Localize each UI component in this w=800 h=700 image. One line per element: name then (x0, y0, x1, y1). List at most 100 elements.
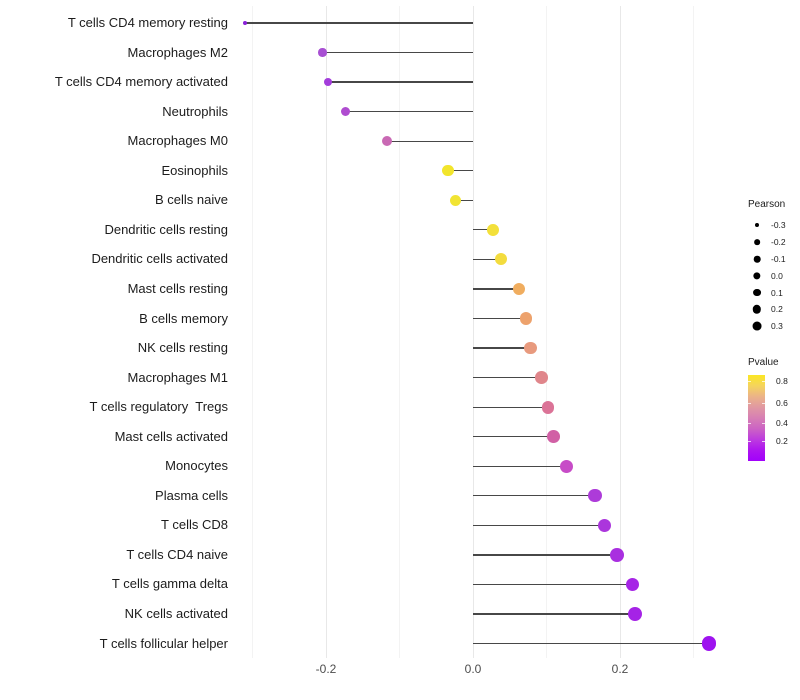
pvalue-tick-label: 0.4 (776, 418, 788, 429)
pvalue-tick-label: 0.6 (776, 398, 788, 409)
legend-size-dot (754, 239, 760, 246)
lollipop-stem (473, 554, 618, 556)
y-axis-label: Dendritic cells resting (104, 221, 228, 237)
lollipop-stem (345, 111, 473, 113)
legend-size-dot (752, 305, 762, 314)
lollipop-stem (473, 495, 595, 497)
x-axis-tick-label: -0.2 (315, 662, 337, 676)
lollipop-stem (473, 229, 493, 231)
legend-size-entry: 0.3 (742, 318, 800, 335)
data-point (625, 577, 640, 592)
pvalue-tick-label: 0.2 (776, 436, 788, 447)
y-axis-label: Macrophages M0 (127, 133, 228, 149)
pvalue-tick-mark (748, 441, 751, 443)
pvalue-tick-mark (762, 423, 765, 425)
data-point (323, 77, 333, 87)
y-axis-label: Macrophages M1 (127, 369, 228, 385)
legend-size-entry: -0.3 (742, 217, 800, 234)
legend-size-entry: 0.2 (742, 301, 800, 318)
y-axis-label: B cells memory (139, 310, 228, 326)
lollipop-stem (473, 317, 526, 320)
data-point (494, 253, 507, 266)
x-axis-tick-label: 0.2 (611, 662, 629, 676)
legend-size-entry: -0.2 (742, 234, 800, 251)
data-point (701, 636, 717, 651)
y-axis-label: Mast cells activated (114, 428, 228, 444)
legend-size-label: -0.1 (771, 253, 786, 264)
legend-size-label: 0.2 (771, 304, 783, 315)
y-axis-label: Dendritic cells activated (91, 251, 228, 267)
legend-pvalue: Pvalue 0.8 0.6 0.4 0.2 (742, 357, 800, 461)
legend-size-label: 0.3 (771, 321, 783, 332)
lollipop-stem (473, 376, 542, 379)
pvalue-tick-mark (762, 403, 765, 405)
lollipop-stem (455, 199, 473, 201)
legend-size-entry: 0.0 (742, 267, 800, 284)
data-point (513, 282, 526, 296)
data-point (486, 223, 499, 236)
pvalue-tick-mark (748, 381, 751, 383)
gridline (693, 6, 694, 658)
gridline (399, 6, 400, 658)
legend-size-dot (753, 272, 761, 280)
legend-pearson-entries: -0.3 -0.2 -0.1 0.0 0.1 0.2 0.3 (742, 217, 800, 335)
legend-pvalue-title: Pvalue (748, 357, 779, 368)
gridline (546, 6, 547, 658)
pvalue-tick-mark (762, 441, 765, 443)
legend-size-dot (753, 288, 761, 297)
y-axis-label: B cells naive (155, 192, 228, 208)
y-axis-label: Eosinophils (161, 162, 229, 178)
legend-size-dot (752, 321, 762, 331)
legend-size-entry: 0.1 (742, 284, 800, 301)
lollipop-stem (387, 140, 473, 142)
lollipop-stem (473, 642, 709, 645)
y-axis-label: T cells CD4 naive (126, 546, 228, 562)
data-point (318, 48, 327, 57)
lollipop-stem (473, 288, 520, 290)
lollipop-stem (473, 258, 501, 261)
y-axis-label: T cells CD4 memory activated (54, 74, 228, 90)
lollipop-stem (328, 81, 473, 83)
legend-size-dot (754, 223, 760, 228)
lollipop-stem (473, 465, 567, 467)
lollipop-stem (473, 406, 548, 408)
data-point (382, 136, 392, 147)
legend-size-label: 0.1 (771, 287, 783, 298)
data-point (597, 518, 612, 533)
data-point (535, 371, 548, 384)
legend-size-entry: -0.1 (742, 251, 800, 268)
data-point (541, 400, 555, 414)
y-axis-label: T cells CD8 (161, 517, 228, 533)
y-axis-label: Macrophages M2 (127, 44, 228, 60)
lollipop-stem (473, 524, 605, 526)
pvalue-tick-mark (748, 423, 751, 425)
legend-size-label: -0.2 (771, 237, 786, 248)
pvalue-gradient-bar (748, 375, 765, 461)
legend-size-label: -0.3 (771, 220, 786, 231)
y-axis-label: Monocytes (165, 458, 228, 474)
data-point (243, 21, 248, 25)
pvalue-gradient-wrap: 0.8 0.6 0.4 0.2 (748, 375, 788, 461)
y-axis-label: T cells follicular helper (99, 635, 228, 651)
pvalue-tick-label: 0.8 (776, 376, 788, 387)
legend-size-label: 0.0 (771, 270, 783, 281)
pvalue-tick-mark (762, 381, 765, 383)
pvalue-gradient-ticks: 0.8 0.6 0.4 0.2 (748, 375, 788, 461)
lollipop-stem (473, 347, 531, 349)
legend-pearson-title: Pearson (748, 199, 786, 210)
lollipop-stem (245, 22, 473, 24)
lollipop-stem (448, 170, 473, 172)
data-point (524, 341, 537, 355)
legend-pearson: Pearson -0.3 -0.2 -0.1 0.0 0.1 0.2 0.3 (742, 199, 800, 335)
gridline (252, 6, 253, 658)
data-point (449, 194, 461, 206)
y-axis-label: T cells regulatory Tregs (89, 399, 228, 415)
y-axis-label: NK cells resting (137, 340, 228, 356)
data-point (442, 165, 454, 177)
data-point (341, 107, 351, 117)
legend-size-dot (753, 255, 761, 263)
data-point (610, 548, 624, 562)
y-axis-label: T cells CD4 memory resting (67, 15, 228, 30)
lollipop-stem (473, 436, 554, 438)
